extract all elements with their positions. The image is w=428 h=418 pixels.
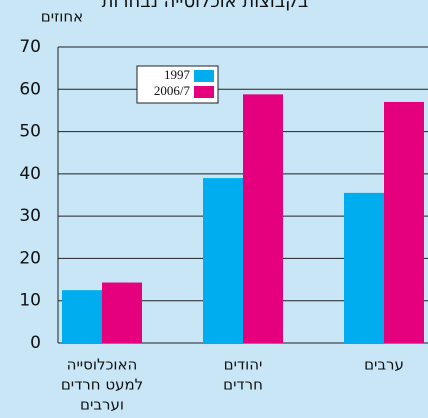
x-tick-label: חרדים [223,376,263,394]
x-tick-label: יהודים [224,356,263,374]
y-tick-label: 20 [19,248,41,268]
legend-label: 1997 [164,67,191,82]
x-tick-label: האוכלוסייה [67,356,138,374]
legend-swatch [194,70,214,82]
legend-swatch [194,86,214,98]
y-tick-label: 70 [19,37,41,57]
bar [384,101,424,343]
y-tick-label: 40 [19,164,41,184]
legend-label: 2006/7 [154,83,191,98]
chart-title: בקבוצות אוכלוסייה נבחרות [102,0,309,12]
x-tick-label: ערבים [364,356,404,374]
bar [203,178,243,343]
x-tick-label: וערבים [80,396,124,414]
y-tick-label: 30 [19,206,41,226]
bar [102,282,142,343]
bar [62,290,102,343]
y-tick-label: 0 [30,333,41,353]
y-tick-label: 10 [19,291,41,311]
x-tick-label: למעט חרדים [61,376,143,394]
bar [243,94,283,343]
y-axis-label: אחוזים [41,8,83,26]
y-tick-label: 50 [19,122,41,142]
y-tick-label: 60 [19,79,41,99]
bar [344,192,384,343]
